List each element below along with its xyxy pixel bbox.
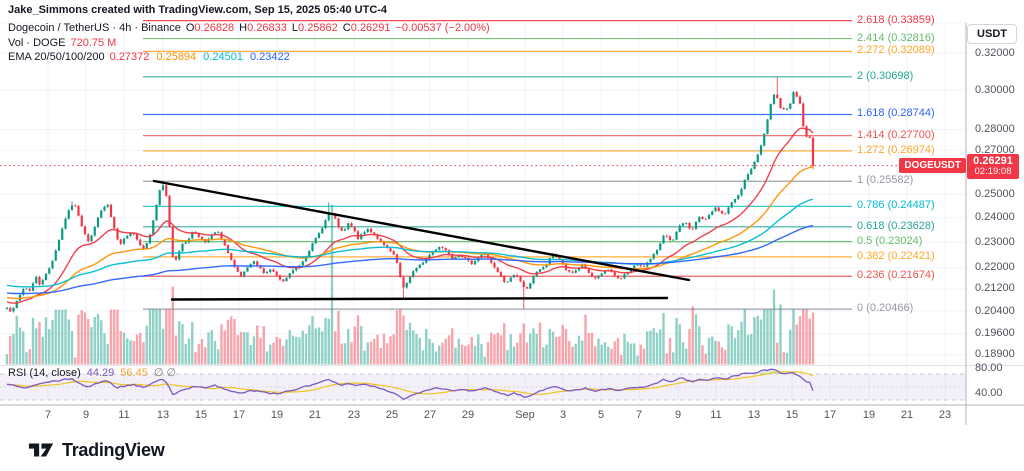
last-price-value: 0.26291 bbox=[973, 155, 1013, 167]
time-axis-label: 21 bbox=[900, 409, 914, 421]
fib-level-label: 2 (0.30698) bbox=[857, 69, 914, 82]
price-axis-label: 0.24000 bbox=[975, 211, 1015, 224]
tradingview-logo-icon bbox=[28, 443, 54, 457]
time-axis-label: 23 bbox=[938, 409, 952, 421]
fib-level-label: 0.786 (0.24487) bbox=[857, 199, 935, 212]
fib-level-label: 0 (0.20466) bbox=[857, 302, 914, 315]
bar-countdown: 02:19:08 bbox=[974, 166, 1012, 177]
price-axis-label: 0.30000 bbox=[975, 83, 1015, 96]
price-axis-label: 0.27000 bbox=[975, 143, 1015, 156]
time-axis-label: 23 bbox=[347, 409, 361, 421]
price-axis-label: 0.18900 bbox=[975, 348, 1015, 361]
fib-level-label: 0.618 (0.23628) bbox=[857, 219, 935, 232]
time-axis-label: 3 bbox=[559, 409, 567, 421]
fib-level-label: 0.5 (0.23024) bbox=[857, 234, 923, 247]
price-axis-label: 0.28000 bbox=[975, 123, 1015, 135]
currency-toggle-button[interactable]: USDT bbox=[967, 24, 1017, 44]
rsi-axis-label: 40.00 bbox=[975, 387, 1003, 399]
price-axis-label: 0.20400 bbox=[975, 304, 1015, 317]
fib-level-label: 2.618 (0.33859) bbox=[857, 13, 935, 26]
time-axis-label: 11 bbox=[710, 409, 722, 421]
price-axis-label: 0.32000 bbox=[975, 46, 1015, 59]
price-axis-label: 0.21200 bbox=[975, 282, 1015, 295]
fib-level-label: 0.236 (0.21674) bbox=[857, 269, 935, 282]
time-axis-label: 13 bbox=[747, 409, 761, 421]
fib-level-label: 1.414 (0.27700) bbox=[857, 128, 935, 141]
time-axis-label: 15 bbox=[785, 409, 799, 421]
last-price-badge: 0.26291 02:19:08 bbox=[967, 154, 1019, 179]
time-axis-label: 13 bbox=[156, 409, 170, 421]
time-axis-label: 19 bbox=[862, 409, 876, 421]
fib-level-label: 2.414 (0.32816) bbox=[857, 31, 935, 44]
tradingview-logo-text: TradingView bbox=[62, 439, 165, 460]
time-axis-label: 9 bbox=[674, 409, 682, 421]
time-axis-label: 9 bbox=[82, 409, 90, 421]
time-axis-label: 7 bbox=[635, 409, 643, 421]
time-axis-label: 7 bbox=[44, 409, 52, 421]
time-axis-label: 15 bbox=[194, 409, 208, 421]
time-axis-label: 29 bbox=[461, 409, 475, 421]
time-axis-label: 27 bbox=[423, 409, 437, 421]
fib-level-label: 1 (0.25582) bbox=[857, 174, 914, 187]
price-axis-label: 0.22000 bbox=[975, 261, 1015, 274]
tradingview-logo[interactable]: TradingView bbox=[28, 438, 165, 462]
time-axis-label: 5 bbox=[597, 409, 605, 421]
rsi-axis-label: 80.00 bbox=[975, 361, 1003, 374]
fib-level-label: 1.618 (0.28744) bbox=[857, 107, 935, 120]
fib-level-label: 0.382 (0.22421) bbox=[857, 249, 935, 262]
time-axis-label: Sep bbox=[515, 409, 535, 421]
time-axis-label: 17 bbox=[232, 409, 246, 421]
price-axis-label: 0.23000 bbox=[975, 235, 1015, 248]
time-axis-label: 25 bbox=[385, 409, 399, 421]
time-axis-label: 19 bbox=[270, 409, 284, 421]
price-axis-label: 0.25000 bbox=[975, 188, 1015, 200]
fib-level-label: 2.272 (0.32089) bbox=[857, 44, 935, 57]
symbol-price-badge: DOGEUSDT bbox=[899, 158, 966, 173]
time-axis-label: 21 bbox=[308, 409, 322, 421]
price-axis-label: 0.19600 bbox=[975, 327, 1015, 340]
fib-level-label: 1.272 (0.26974) bbox=[857, 143, 935, 156]
time-axis-label: 17 bbox=[823, 409, 837, 421]
time-axis-label: 11 bbox=[118, 409, 130, 421]
